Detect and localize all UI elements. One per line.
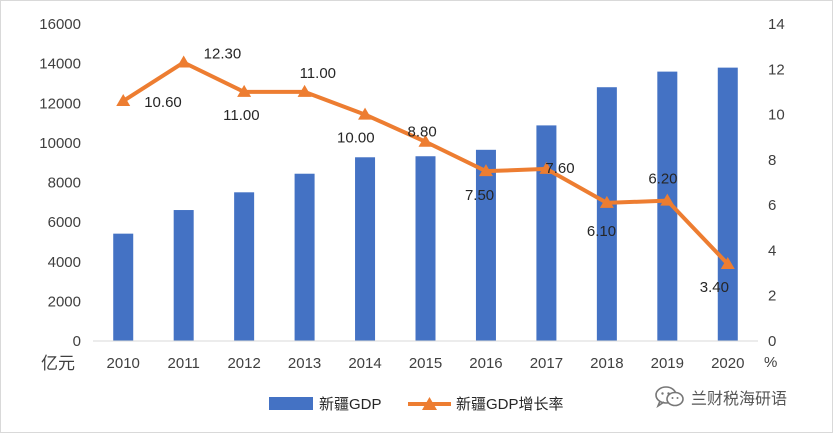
- right-tick-label: 8: [768, 152, 776, 169]
- left-tick-label: 10000: [39, 135, 81, 152]
- x-tick-label: 2015: [409, 355, 442, 372]
- bar: [113, 233, 134, 341]
- line-series: 10.60 12.30 11.00 11.00 10.00 8.80 7.50 7.60 6.1…: [116, 45, 735, 296]
- growth-marker: [237, 84, 252, 97]
- left-tick-label: 12000: [39, 95, 81, 112]
- bar: [536, 125, 557, 341]
- growth-data-label: 10.00: [337, 130, 375, 147]
- x-tick-label: 2012: [227, 355, 260, 372]
- growth-data-label: 6.20: [648, 171, 677, 188]
- growth-data-label: 11.00: [300, 65, 336, 82]
- growth-data-label: 6.10: [587, 223, 616, 240]
- right-tick-label: 10: [768, 107, 785, 124]
- legend-swatch-growth-marker: [422, 397, 437, 410]
- watermark: 兰财税海研语: [655, 385, 787, 409]
- growth-marker: [297, 84, 312, 97]
- left-axis-unit: 亿元: [41, 354, 75, 373]
- x-tick-label: 2010: [107, 355, 140, 372]
- left-tick-label: 16000: [39, 16, 81, 33]
- growth-data-label: 11.00: [223, 107, 259, 124]
- left-tick-label: 14000: [39, 56, 81, 73]
- growth-data-label: 8.80: [408, 124, 437, 141]
- growth-marker: [599, 195, 614, 208]
- growth-data-label: 10.60: [144, 94, 182, 111]
- x-tick-label: 2019: [651, 355, 684, 372]
- right-tick-label: 4: [768, 242, 776, 259]
- growth-data-label: 3.40: [700, 279, 729, 296]
- x-tick-label: 2017: [530, 355, 563, 372]
- x-axis-ticks: 2010 2011 2012 2013 2014 2015 2016 2017 2018 2019…: [107, 355, 745, 372]
- x-tick-label: 2016: [469, 355, 502, 372]
- legend-label-gdp: 新疆GDP: [319, 396, 382, 413]
- x-tick-label: 2011: [168, 355, 200, 372]
- right-tick-label: 0: [768, 333, 776, 350]
- left-tick-label: 6000: [48, 214, 81, 231]
- bar: [657, 71, 678, 341]
- right-axis-ticks: 0 2 4 6 8 10 12 14: [768, 16, 785, 350]
- right-tick-label: 6: [768, 197, 776, 214]
- right-tick-label: 12: [768, 61, 785, 78]
- growth-marker: [720, 257, 735, 270]
- growth-marker: [539, 161, 554, 174]
- left-tick-label: 2000: [48, 293, 81, 310]
- growth-marker: [358, 107, 373, 120]
- bar: [355, 157, 376, 341]
- bar: [234, 192, 255, 341]
- left-tick-label: 0: [73, 333, 81, 350]
- legend-swatch-gdp: [269, 397, 313, 410]
- bar: [596, 87, 617, 342]
- wechat-icon: [655, 386, 684, 408]
- growth-marker: [418, 134, 433, 147]
- x-tick-label: 2018: [590, 355, 623, 372]
- left-tick-label: 4000: [48, 254, 81, 271]
- growth-marker: [176, 55, 191, 68]
- right-tick-label: 14: [768, 16, 785, 33]
- legend: 新疆GDP 新疆GDP增长率: [269, 396, 564, 413]
- growth-marker: [660, 193, 675, 206]
- bar-series: [113, 67, 738, 342]
- left-tick-label: 8000: [48, 175, 81, 192]
- bar: [415, 156, 436, 341]
- watermark-text: 兰财税海研语: [691, 391, 788, 408]
- bar: [173, 210, 194, 341]
- growth-data-label: 7.50: [465, 187, 494, 204]
- bar: [717, 67, 738, 341]
- x-tick-label: 2020: [711, 355, 744, 372]
- x-tick-label: 2013: [288, 355, 321, 372]
- growth-data-label: 7.60: [545, 160, 574, 177]
- left-axis-ticks: 0 2000 4000 6000 8000 10000 12000 14000 16000: [39, 16, 81, 350]
- x-tick-label: 2014: [348, 355, 381, 372]
- right-tick-label: 2: [768, 288, 776, 305]
- growth-marker: [116, 93, 131, 106]
- growth-marker: [478, 164, 493, 177]
- bar: [475, 149, 496, 341]
- bar: [294, 173, 315, 341]
- growth-data-label: 12.30: [204, 45, 242, 62]
- legend-label-growth: 新疆GDP增长率: [456, 396, 564, 413]
- right-axis-unit: %: [764, 354, 777, 371]
